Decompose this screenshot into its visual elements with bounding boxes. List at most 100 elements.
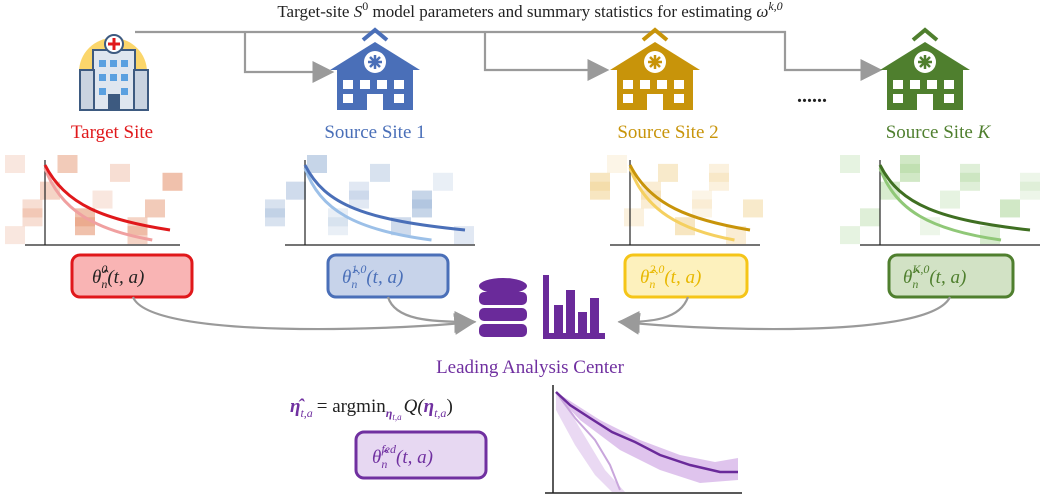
shape bbox=[162, 172, 183, 191]
hospital-icons bbox=[330, 27, 970, 110]
mini-curve bbox=[5, 155, 183, 246]
shape bbox=[918, 55, 932, 69]
shape bbox=[674, 94, 684, 103]
text-part: t,a bbox=[392, 412, 402, 422]
shape bbox=[860, 208, 880, 227]
shape bbox=[840, 155, 860, 173]
shape bbox=[349, 181, 369, 200]
shape bbox=[878, 164, 1031, 232]
text-part: Source Site bbox=[886, 122, 973, 143]
ellipsis: ...... bbox=[797, 85, 827, 107]
shape bbox=[944, 94, 954, 103]
shape bbox=[1020, 181, 1040, 200]
shape bbox=[623, 80, 633, 89]
shape bbox=[368, 55, 382, 69]
site-label: Target Site bbox=[71, 122, 153, 143]
shape bbox=[265, 208, 285, 227]
mini-curve bbox=[265, 155, 475, 246]
shape bbox=[433, 172, 453, 191]
shape bbox=[5, 155, 25, 173]
shape bbox=[960, 163, 980, 182]
shape bbox=[624, 208, 644, 227]
shape bbox=[43, 164, 171, 232]
text-part: 0 bbox=[362, 0, 368, 13]
shape bbox=[692, 190, 712, 209]
text-part: (t, a) bbox=[664, 267, 701, 288]
mini-curve bbox=[840, 155, 1040, 246]
text-part: t,a bbox=[300, 406, 312, 420]
shape bbox=[692, 199, 712, 218]
shape bbox=[22, 208, 43, 227]
text-part: t,a bbox=[434, 406, 446, 420]
caption: Target-site S0 model parameters and summ… bbox=[277, 0, 782, 21]
text-part: n bbox=[912, 277, 918, 291]
shape bbox=[878, 167, 1002, 242]
shape bbox=[658, 163, 678, 182]
shape bbox=[628, 167, 735, 242]
shape bbox=[893, 80, 903, 89]
shape bbox=[412, 190, 432, 209]
shape bbox=[920, 217, 940, 236]
shape bbox=[628, 164, 751, 232]
shape bbox=[394, 80, 404, 89]
site-curves bbox=[5, 155, 1040, 246]
broadcast-arrows bbox=[135, 30, 883, 83]
text-part: n bbox=[381, 457, 387, 471]
text-part: n bbox=[351, 277, 357, 291]
estimator: θ̂n0(t, a) bbox=[92, 262, 144, 291]
text-part: (t, a) bbox=[366, 267, 403, 288]
shape bbox=[22, 199, 43, 218]
center-label: Leading Analysis Center bbox=[436, 357, 625, 378]
site-label: Source Site 2 bbox=[617, 122, 718, 143]
shape bbox=[900, 155, 920, 173]
text-part: (t, a) bbox=[107, 267, 144, 288]
text-part: model parameters and summary statistics … bbox=[372, 2, 752, 21]
text-part: η bbox=[424, 396, 434, 417]
fed-estimator: θ̂nfed(t, a) bbox=[372, 442, 433, 471]
site-label: Source Site 1 bbox=[324, 122, 425, 143]
shape bbox=[1000, 199, 1020, 218]
shape bbox=[303, 167, 432, 242]
shape bbox=[1020, 172, 1040, 191]
shape bbox=[623, 94, 633, 103]
shape bbox=[328, 208, 348, 227]
text-part: ) bbox=[446, 396, 452, 417]
shape bbox=[709, 163, 729, 182]
text-part: 2,0 bbox=[649, 262, 664, 276]
shape bbox=[980, 226, 1000, 245]
shape bbox=[911, 27, 939, 42]
target-hospital-icon bbox=[79, 34, 149, 111]
text-part: Q( bbox=[404, 396, 426, 417]
shape bbox=[307, 155, 327, 173]
shape bbox=[360, 80, 370, 89]
site-label: Source Site K bbox=[886, 122, 992, 143]
estimator: θ̂nK,0(t, a) bbox=[903, 262, 966, 291]
text-part: (t, a) bbox=[396, 447, 433, 468]
text-part: = argmin bbox=[317, 396, 386, 417]
estimator: θ̂n1,0(t, a) bbox=[342, 262, 403, 291]
shape bbox=[674, 80, 684, 89]
text-part: n bbox=[101, 277, 107, 291]
shape bbox=[709, 172, 729, 191]
shape bbox=[657, 80, 667, 89]
shape bbox=[286, 181, 306, 200]
estimator: θ̂n2,0(t, a) bbox=[640, 262, 701, 291]
shape bbox=[917, 94, 933, 110]
estimator-boxes bbox=[70, 253, 1015, 480]
shape bbox=[349, 190, 369, 209]
text-part: ω bbox=[756, 2, 768, 21]
text-part: K,0 bbox=[911, 262, 929, 276]
shape bbox=[640, 80, 650, 89]
shape bbox=[648, 55, 662, 69]
text-part: K bbox=[977, 122, 992, 143]
shape bbox=[960, 172, 980, 191]
hospital-icon bbox=[330, 27, 420, 110]
shape bbox=[927, 80, 937, 89]
shape bbox=[590, 172, 610, 191]
shape bbox=[145, 199, 165, 218]
text-part: 1,0 bbox=[351, 262, 366, 276]
hospital-icon bbox=[610, 27, 700, 110]
shape bbox=[343, 80, 353, 89]
text-part: fed bbox=[381, 442, 397, 456]
